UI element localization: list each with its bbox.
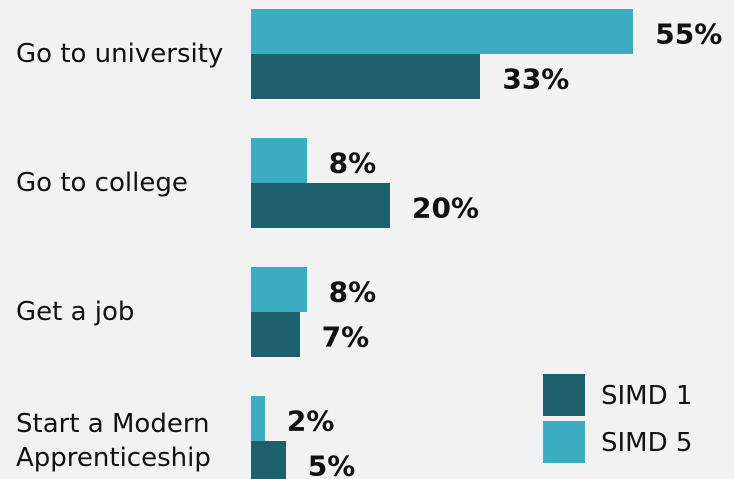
value-label: 8%	[328, 275, 377, 308]
value-label: 55%	[655, 17, 723, 50]
bar	[251, 183, 390, 228]
value-label: 20%	[412, 191, 480, 224]
bar	[251, 54, 481, 99]
value-label: 7%	[321, 320, 370, 353]
bar	[251, 396, 265, 441]
bar	[251, 312, 300, 357]
bar	[251, 441, 286, 479]
bar	[251, 138, 307, 183]
category-label: Get a job	[16, 297, 135, 327]
value-label: 33%	[502, 62, 570, 95]
legend-swatch	[543, 374, 585, 416]
legend-label: SIMD 1	[601, 381, 693, 411]
category-label: Go to college	[16, 168, 188, 198]
value-label: 5%	[307, 449, 356, 479]
bar	[251, 267, 307, 312]
value-label: 8%	[328, 146, 377, 179]
value-label: 2%	[286, 404, 335, 437]
bar	[251, 9, 634, 54]
category-label: Go to university	[16, 39, 224, 69]
legend-label: SIMD 5	[601, 428, 693, 458]
category-label: Start a Modern Apprenticeship	[16, 409, 211, 473]
legend-swatch	[543, 421, 585, 463]
